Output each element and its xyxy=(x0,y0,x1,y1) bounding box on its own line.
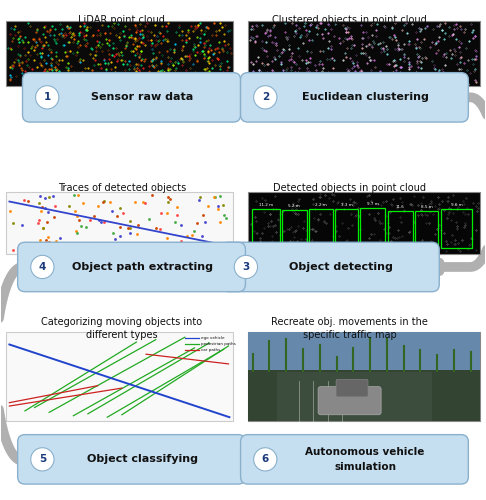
Text: ego vehicle: ego vehicle xyxy=(201,336,225,340)
Text: 3.3 m: 3.3 m xyxy=(341,203,353,207)
Bar xyxy=(441,209,472,248)
Bar xyxy=(277,372,432,420)
Text: 5.2 m: 5.2 m xyxy=(288,204,300,208)
FancyBboxPatch shape xyxy=(5,21,233,86)
FancyBboxPatch shape xyxy=(248,192,481,254)
Text: 11.2 m: 11.2 m xyxy=(259,203,273,207)
Circle shape xyxy=(234,256,258,278)
Text: 1: 1 xyxy=(44,92,51,102)
Bar xyxy=(282,210,307,242)
Text: Object path extracting: Object path extracting xyxy=(72,262,213,272)
Text: 9.6 m: 9.6 m xyxy=(451,203,462,207)
Text: Object detecting: Object detecting xyxy=(289,262,393,272)
Circle shape xyxy=(254,86,277,109)
Text: 2: 2 xyxy=(261,92,269,102)
FancyBboxPatch shape xyxy=(336,380,368,397)
FancyBboxPatch shape xyxy=(248,332,481,420)
Text: 6: 6 xyxy=(261,454,269,464)
Text: car paths: car paths xyxy=(201,348,220,352)
Text: Autonomous vehicle: Autonomous vehicle xyxy=(305,446,425,456)
Text: LiDAR point cloud: LiDAR point cloud xyxy=(78,15,165,25)
Circle shape xyxy=(31,448,54,471)
Text: Sensor raw data: Sensor raw data xyxy=(91,92,193,102)
FancyBboxPatch shape xyxy=(241,434,469,484)
FancyBboxPatch shape xyxy=(22,72,241,122)
Circle shape xyxy=(254,448,277,471)
FancyBboxPatch shape xyxy=(318,386,381,415)
Bar xyxy=(309,210,333,244)
Bar xyxy=(388,211,413,245)
FancyBboxPatch shape xyxy=(248,21,481,86)
Text: Traces of detected objects: Traces of detected objects xyxy=(58,184,186,194)
Bar xyxy=(252,209,280,245)
Text: Object classifying: Object classifying xyxy=(87,454,198,464)
Text: 4: 4 xyxy=(39,262,46,272)
FancyBboxPatch shape xyxy=(221,242,439,292)
FancyBboxPatch shape xyxy=(5,192,233,254)
FancyBboxPatch shape xyxy=(5,332,233,420)
Circle shape xyxy=(31,256,54,278)
FancyBboxPatch shape xyxy=(241,72,469,122)
FancyBboxPatch shape xyxy=(17,434,245,484)
Text: 5: 5 xyxy=(39,454,46,464)
Circle shape xyxy=(35,86,59,109)
Text: Categorizing moving objects into
different types: Categorizing moving objects into differe… xyxy=(41,318,202,340)
Text: 11.6: 11.6 xyxy=(396,206,405,210)
Bar xyxy=(248,370,481,420)
Text: Euclidean clustering: Euclidean clustering xyxy=(302,92,429,102)
Text: 8.5 m: 8.5 m xyxy=(421,206,433,210)
FancyBboxPatch shape xyxy=(17,242,245,292)
Text: 2.2 m: 2.2 m xyxy=(315,204,327,208)
Text: simulation: simulation xyxy=(334,462,396,472)
Text: Recreate obj. movements in the
specific traffic map: Recreate obj. movements in the specific … xyxy=(271,318,428,340)
Text: 3: 3 xyxy=(243,262,249,272)
Text: 9.7 m: 9.7 m xyxy=(367,202,379,206)
Bar xyxy=(360,208,385,246)
Text: Clustered objects in point cloud: Clustered objects in point cloud xyxy=(272,15,427,25)
Bar xyxy=(415,211,438,246)
Bar xyxy=(335,209,358,245)
Text: Detected objects in point cloud: Detected objects in point cloud xyxy=(273,184,426,194)
Bar xyxy=(248,332,481,372)
Text: pedestrian paths: pedestrian paths xyxy=(201,342,236,346)
